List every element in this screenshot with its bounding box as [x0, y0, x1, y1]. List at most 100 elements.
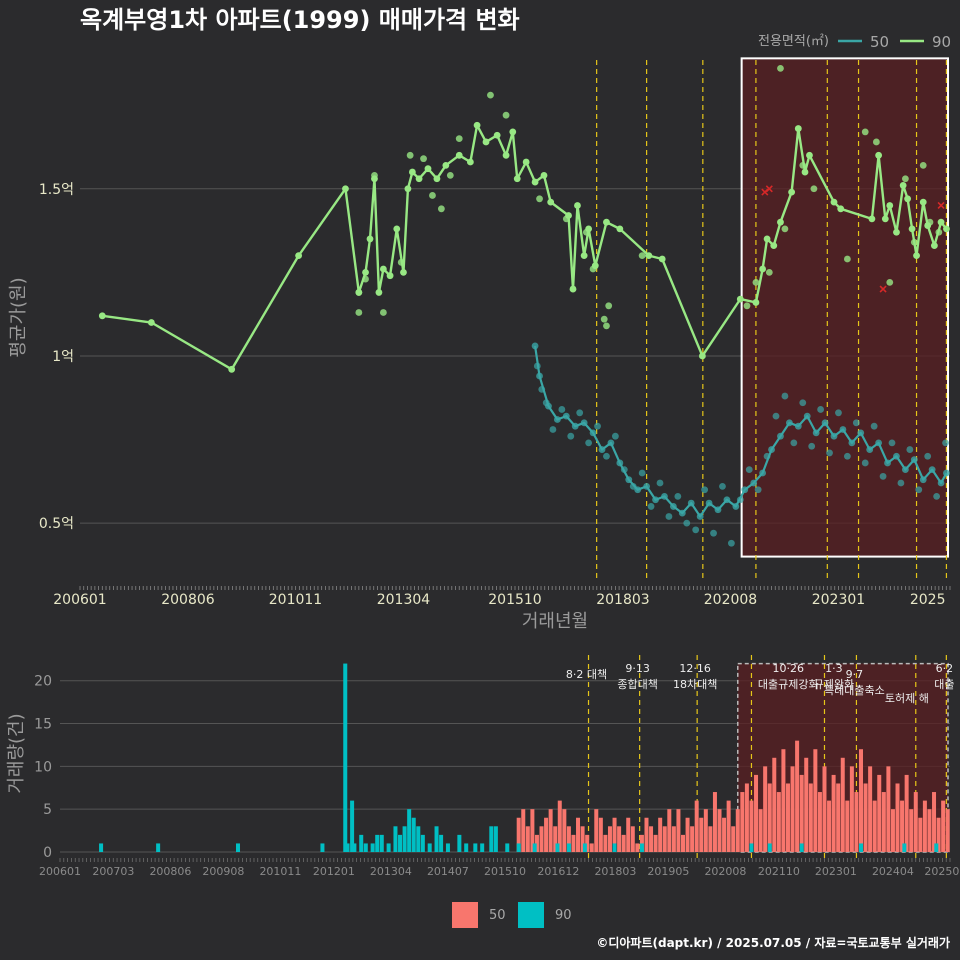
bar-50 — [603, 834, 608, 852]
bar-50 — [767, 783, 772, 852]
bar-90 — [402, 826, 407, 852]
bar-90 — [236, 843, 240, 852]
bar-90 — [352, 843, 357, 852]
bar-50 — [726, 800, 731, 852]
bar-50 — [918, 817, 923, 852]
policy-annotation: 토허제 해 — [885, 691, 929, 705]
point-90 — [406, 151, 414, 159]
bar-90 — [934, 843, 939, 852]
point-50 — [933, 493, 941, 500]
bar-50 — [849, 766, 854, 852]
bar-90 — [407, 809, 412, 852]
bar-90 — [555, 843, 560, 852]
bar-50 — [544, 817, 549, 852]
point-50 — [576, 409, 584, 417]
bar-90 — [799, 843, 804, 852]
bar-50 — [945, 809, 950, 852]
bar-50 — [557, 800, 562, 852]
bar-50 — [854, 792, 859, 852]
bar-90 — [566, 843, 571, 852]
x-tick-label: 200601 — [53, 592, 106, 608]
y-tick-label: 20 — [34, 674, 52, 690]
page-title: 옥계부영1차 아파트(1999) 매매가격 변화 — [80, 6, 520, 34]
point-50 — [888, 439, 896, 447]
bar-50 — [548, 809, 553, 852]
bar-50 — [795, 740, 800, 852]
x-tick-label: 201510 — [488, 592, 541, 608]
bar-50 — [708, 826, 713, 852]
point-90 — [901, 175, 909, 183]
bar-50 — [653, 834, 658, 852]
bar-50 — [840, 757, 845, 852]
bar-90 — [363, 843, 368, 852]
point-90 — [502, 111, 510, 119]
outlier-marker — [765, 185, 773, 193]
point-90 — [379, 309, 387, 316]
bar-50 — [589, 843, 594, 852]
legend-bottom-label-90: 90 — [555, 908, 572, 923]
bar-50 — [836, 783, 841, 852]
bar-50 — [872, 800, 877, 852]
x-tick-label: 200601 — [39, 865, 81, 878]
point-50 — [915, 486, 923, 494]
bar-90 — [386, 843, 391, 852]
bar-50 — [580, 826, 585, 852]
point-50 — [942, 439, 949, 447]
policy-annotation: 9·7 — [846, 668, 864, 681]
point-50 — [754, 486, 762, 494]
y-axis-title: 거래량(건) — [6, 713, 27, 793]
bar-50 — [712, 792, 717, 852]
point-50 — [727, 539, 735, 547]
point-90 — [872, 138, 880, 146]
bar-50 — [685, 817, 690, 852]
point-50 — [611, 432, 619, 440]
bar-90 — [156, 843, 161, 852]
bar-50 — [785, 783, 790, 852]
point-50 — [861, 459, 869, 467]
top-legend[interactable]: 전용면적(㎡) 50 90 — [758, 33, 951, 51]
point-50 — [710, 529, 717, 537]
point-90 — [446, 171, 454, 179]
source-credit: ©디아파트(dapt.kr) / 2025.07.05 / 자료=국토교통부 실… — [596, 935, 950, 950]
bar-50 — [598, 817, 603, 852]
bar-90 — [427, 843, 432, 852]
bar-90 — [505, 843, 510, 852]
bar-50 — [909, 809, 914, 852]
point-50 — [781, 392, 789, 400]
x-tick-label: 201612 — [537, 865, 579, 878]
bar-90 — [393, 826, 398, 852]
bar-50 — [690, 826, 695, 852]
bar-50 — [754, 774, 759, 852]
bar-50 — [817, 792, 822, 852]
legend-label-90: 90 — [932, 33, 951, 51]
point-50 — [603, 452, 610, 460]
bar-50 — [799, 774, 804, 852]
point-50 — [897, 479, 905, 487]
point-90 — [455, 135, 463, 142]
bar-50 — [941, 800, 946, 852]
bar-50 — [612, 817, 617, 852]
y-tick-label: 1억 — [52, 349, 74, 365]
bottom-legend[interactable]: 50 90 — [452, 902, 572, 928]
bar-90 — [398, 834, 403, 852]
legend-title: 전용면적(㎡) — [758, 34, 829, 49]
bar-90 — [480, 843, 485, 852]
bar-50 — [886, 766, 891, 852]
bar-50 — [594, 809, 599, 852]
bar-50 — [877, 774, 882, 852]
point-50 — [665, 513, 673, 520]
bar-50 — [900, 800, 905, 852]
bar-50 — [731, 826, 736, 852]
point-90 — [843, 255, 851, 263]
point-90 — [781, 225, 789, 233]
point-90 — [420, 155, 427, 163]
bar-50 — [927, 809, 932, 852]
bar-50 — [566, 826, 571, 852]
point-50 — [870, 422, 878, 430]
x-tick-label: 202008 — [704, 865, 746, 878]
policy-annotation: 1·3 — [825, 662, 843, 675]
bar-50 — [904, 774, 909, 852]
bar-50 — [827, 800, 832, 852]
